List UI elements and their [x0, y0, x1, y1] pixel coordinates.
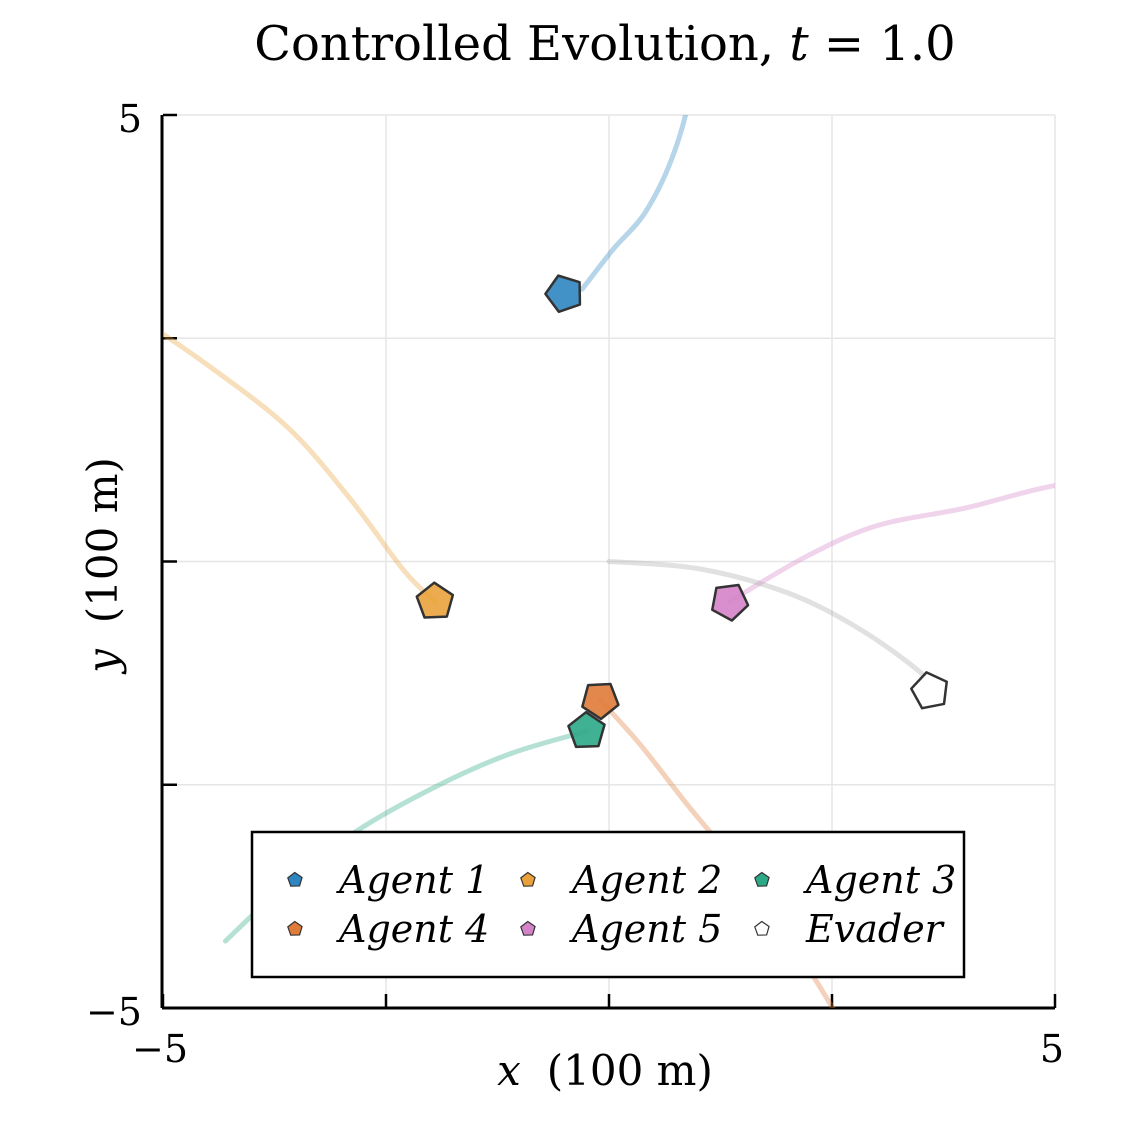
x-tick-label-min: −5 — [132, 1027, 188, 1071]
chart-title: Controlled Evolution, t = 1.0 — [254, 16, 955, 72]
axis-ticks — [161, 113, 1057, 1010]
x-tick-label-max: 5 — [1040, 1027, 1064, 1071]
marker-agent-3 — [567, 710, 606, 749]
x-axis-label-var: x — [497, 1046, 521, 1095]
legend-swatch-agent-3 — [754, 871, 770, 887]
legend-label-agent-4: Agent 4 — [336, 907, 489, 951]
agent-markers — [415, 274, 948, 749]
legend-box — [250, 830, 966, 979]
trail-agent-2 — [163, 330, 438, 605]
legend-swatch-agent-1 — [287, 871, 303, 887]
y-axis-label-unit: (100 m) — [78, 457, 127, 623]
legend-swatch-agent-2 — [520, 871, 536, 887]
marker-evader — [910, 671, 948, 710]
trail-agent-1 — [579, 115, 689, 292]
y-axis-label-var: y — [78, 648, 127, 675]
trail-evader — [606, 559, 933, 694]
legend-label-evader: Evader — [805, 907, 946, 951]
legend: Agent 1 Agent 2 Agent 3 Agent 4 Agent 5 Evade… — [250, 830, 966, 979]
y-tick-label-max: 5 — [118, 97, 142, 141]
marker-agent-5 — [710, 583, 750, 622]
legend-swatch-agent-4 — [287, 920, 303, 936]
marker-agent-4 — [581, 682, 620, 721]
chart-title-var: t — [789, 16, 809, 72]
y-axis-label: y (100 m) — [78, 457, 127, 675]
legend-swatch-agent-5 — [520, 920, 536, 936]
trail-agent-5 — [726, 483, 1055, 605]
marker-agent-2 — [415, 581, 455, 619]
legend-label-agent-5: Agent 5 — [569, 907, 722, 951]
x-axis-label-unit: (100 m) — [547, 1046, 713, 1095]
legend-label-agent-1: Agent 1 — [336, 858, 489, 902]
chart-title-prefix: Controlled Evolution, — [254, 16, 789, 72]
legend-label-agent-2: Agent 2 — [569, 858, 722, 902]
chart-title-eq: = 1.0 — [809, 16, 956, 72]
legend-label-agent-3: Agent 3 — [803, 858, 956, 902]
marker-agent-1 — [544, 274, 582, 314]
x-axis-label: x (100 m) — [497, 1046, 713, 1095]
y-tick-label-min: −5 — [86, 990, 142, 1034]
legend-swatch-evader — [754, 920, 770, 936]
